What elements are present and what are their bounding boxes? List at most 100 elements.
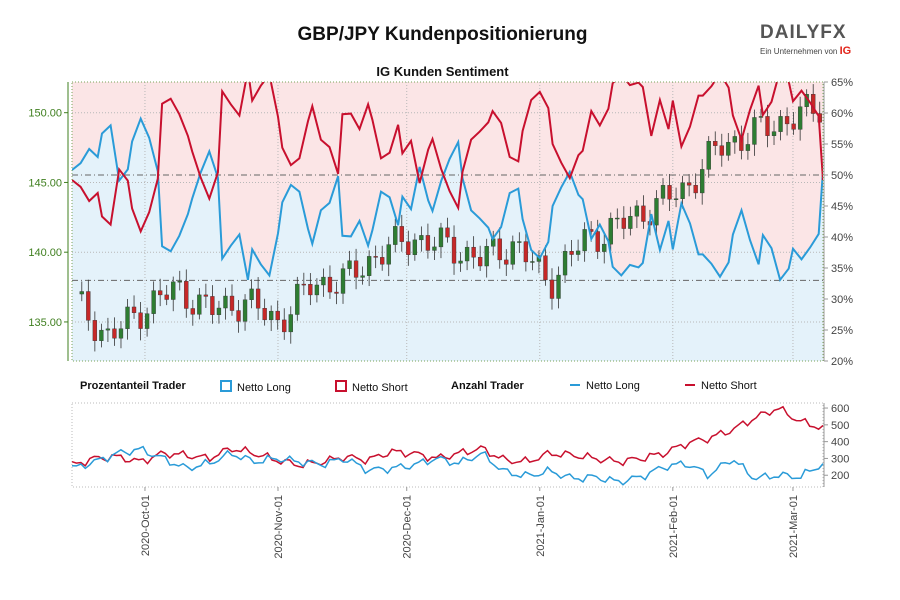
candle-body — [771, 131, 777, 136]
candle-body — [118, 328, 124, 339]
candle-body — [210, 296, 215, 315]
candle-body — [562, 251, 568, 276]
logo-wordmark: DAILYFX — [760, 22, 870, 44]
candle-body — [255, 288, 261, 309]
plot-frame — [71, 81, 824, 362]
date-tick-label: 2021-Mar-01 — [788, 495, 800, 558]
candle-body — [386, 244, 391, 265]
candle-body — [177, 280, 182, 283]
candle-body — [530, 261, 535, 263]
candle-body — [464, 246, 470, 262]
candle-body — [321, 276, 326, 286]
candle-body — [334, 291, 339, 294]
logo-tagline: Ein Unternehmen von IG — [760, 45, 870, 57]
candle-body — [726, 141, 731, 156]
candle-body — [380, 257, 385, 265]
candle-body — [425, 235, 431, 251]
candle-body — [86, 291, 91, 321]
legend-item-pct-long[interactable]: Netto Long — [220, 380, 291, 394]
candle-body — [92, 320, 98, 341]
candle-body — [693, 185, 698, 194]
candle-body — [556, 274, 561, 299]
candle-body — [269, 310, 274, 321]
candle-body — [791, 123, 796, 130]
dailyfx-logo[interactable]: DAILYFX Ein Unternehmen von IG — [760, 22, 870, 57]
candle-body — [308, 284, 313, 296]
candle-body — [373, 256, 378, 258]
candle-body — [673, 198, 679, 200]
legend-item-count-long[interactable]: Netto Long — [570, 380, 640, 392]
candle-body — [745, 144, 751, 151]
legend-text-pct-short: Netto Short — [352, 382, 408, 394]
candle-body — [190, 308, 195, 315]
candle-body — [262, 308, 267, 321]
candle-body — [288, 314, 293, 333]
candle-body — [164, 294, 169, 300]
candle-body — [399, 226, 404, 242]
date-tick-label: 2020-Nov-01 — [273, 495, 285, 559]
candle-body — [203, 294, 209, 297]
count-tick-label: 200 — [831, 470, 849, 482]
candle-body — [497, 238, 502, 261]
candle-body — [797, 106, 803, 130]
candle-body — [353, 260, 359, 278]
candle-body — [477, 256, 483, 267]
legend-item-pct-short[interactable]: Netto Short — [335, 380, 408, 394]
logo-tagline-text: Ein Unternehmen von — [760, 47, 838, 56]
legend-text-count-long: Netto Long — [586, 380, 640, 392]
count-tick-label: 600 — [831, 403, 849, 415]
legend-text-count-short: Netto Short — [701, 380, 757, 392]
pct-tick-label: 65% — [831, 77, 853, 89]
candle-body — [419, 235, 424, 241]
date-tick-label: 2020-Oct-01 — [140, 495, 152, 556]
price-tick-label: 140.00 — [28, 247, 62, 259]
candle-body — [327, 276, 333, 293]
candle-body — [758, 116, 764, 118]
candle-body — [412, 239, 418, 255]
candle-body — [282, 319, 287, 333]
chart-legend: Prozentanteil Trader Netto Long Netto Sh… — [0, 380, 900, 396]
logo-wordmark-left: DAILY — [760, 22, 821, 43]
candle-body — [543, 255, 548, 281]
candle-body — [621, 217, 626, 229]
candle-body — [125, 306, 130, 329]
candle-body — [719, 145, 724, 156]
legend-item-count-short[interactable]: Netto Short — [685, 380, 757, 392]
candle-body — [706, 141, 711, 170]
price-tick-label: 150.00 — [28, 108, 62, 120]
pct-tick-label: 20% — [831, 356, 853, 368]
candle-body — [549, 279, 555, 299]
date-tick-label: 2021-Feb-01 — [668, 495, 680, 558]
pct-tick-label: 35% — [831, 263, 853, 275]
candle-body — [615, 217, 620, 220]
candle-body — [131, 306, 137, 313]
candle-body — [765, 116, 770, 136]
candle-body — [249, 288, 254, 300]
candle-body — [99, 329, 104, 341]
candle-body — [236, 310, 241, 322]
candle-body — [523, 241, 529, 263]
date-tick-label: 2020-Dec-01 — [402, 495, 414, 559]
count-tick-label: 400 — [831, 437, 849, 449]
candle-body — [504, 259, 509, 265]
candle-body — [151, 290, 156, 314]
candle-body — [458, 260, 463, 264]
candle-body — [445, 227, 450, 238]
candle-body — [634, 205, 640, 217]
candle-body — [517, 241, 522, 243]
date-tick-label: 2021-Jan-01 — [535, 495, 547, 557]
candle-body — [105, 328, 111, 331]
candle-body — [79, 291, 84, 295]
candle-body — [171, 281, 176, 300]
candle-body — [641, 205, 646, 222]
candle-body — [242, 299, 248, 322]
candle-body — [732, 136, 737, 143]
price-tick-label: 145.00 — [28, 177, 62, 189]
candle-body — [184, 280, 189, 309]
candle-body — [360, 275, 365, 278]
candle-body — [575, 250, 581, 255]
count-line-netto-long — [71, 445, 824, 486]
candle-body — [602, 243, 607, 252]
count-plot-frame — [71, 402, 824, 488]
